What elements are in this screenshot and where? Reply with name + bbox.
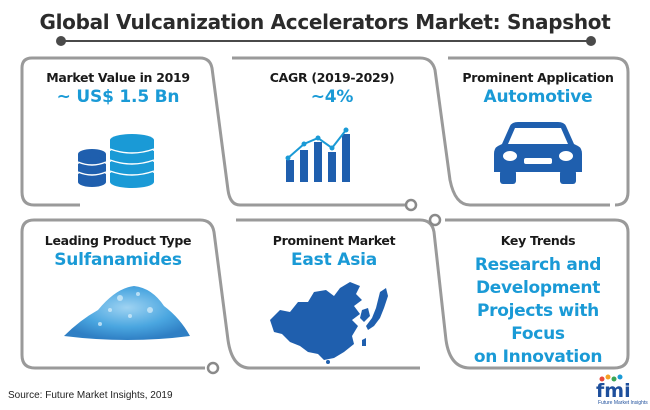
- title-dot-right: [586, 36, 596, 46]
- powder-pile-icon: [64, 286, 190, 340]
- key-trend-line: Projects with Focus: [477, 301, 599, 344]
- card-value: East Asia: [290, 250, 378, 270]
- card-product-type: Leading Product Type Sulfanamides: [28, 233, 208, 270]
- title-mask: [120, 8, 530, 38]
- card-label: Key Trends: [500, 233, 576, 248]
- car-icon: [494, 122, 582, 184]
- card-value: Automotive: [483, 87, 593, 107]
- source-note: Source: Future Market Insights, 2019: [8, 390, 173, 401]
- card-label: Prominent Application: [462, 70, 614, 85]
- title-dot-left: [56, 36, 66, 46]
- card-value: ~ US$ 1.5 Bn: [56, 87, 180, 107]
- key-trend-line: on Innovation: [473, 347, 603, 367]
- bar-chart-growth-icon: [285, 127, 350, 182]
- card-label: Prominent Market: [272, 233, 396, 248]
- database-coins-icon: [77, 134, 155, 188]
- title-bar: Global Vulcanization Accelerators Market…: [0, 6, 650, 46]
- fmi-logo-icon: [599, 374, 623, 382]
- title-rule: [60, 40, 590, 42]
- key-trend-line: Development: [475, 278, 601, 298]
- card-value: ~4%: [310, 87, 354, 107]
- logo-subtext: Future Market Insights: [598, 400, 648, 406]
- card-prominent-market: Prominent Market East Asia: [236, 233, 432, 270]
- card-label: Leading Product Type: [44, 233, 192, 248]
- card-label: Market Value in 2019: [46, 70, 190, 85]
- key-trends-text: Research and Development Projects with F…: [450, 254, 626, 369]
- logo-text: fmi: [596, 380, 631, 402]
- key-trend-line: Research and: [474, 255, 602, 275]
- card-market-value: Market Value in 2019 ~ US$ 1.5 Bn: [28, 70, 208, 107]
- card-cagr: CAGR (2019-2029) ~4%: [232, 70, 432, 107]
- card-application: Prominent Application Automotive: [452, 70, 624, 107]
- card-value: Sulfanamides: [54, 250, 182, 270]
- east-asia-map-icon: [270, 282, 388, 364]
- page-title: Global Vulcanization Accelerators Market…: [39, 10, 611, 34]
- card-key-trends: Key Trends Research and Development Proj…: [450, 233, 626, 369]
- card-label: CAGR (2019-2029): [269, 70, 395, 85]
